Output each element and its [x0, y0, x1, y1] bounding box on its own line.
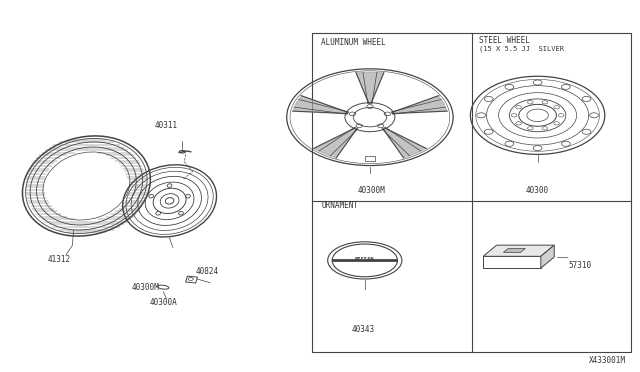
Bar: [483, 256, 541, 268]
Text: 40300M: 40300M: [132, 283, 160, 292]
Text: 40300A: 40300A: [149, 298, 177, 307]
Polygon shape: [392, 96, 447, 114]
Polygon shape: [356, 72, 384, 104]
Text: 57310: 57310: [568, 262, 591, 270]
Text: 40300: 40300: [526, 186, 549, 195]
Text: 40311: 40311: [155, 121, 178, 130]
Bar: [365, 156, 375, 161]
Polygon shape: [314, 128, 357, 158]
Polygon shape: [293, 96, 348, 114]
Text: ORNAMENT: ORNAMENT: [321, 201, 358, 210]
Bar: [186, 276, 198, 283]
Text: STEEL WHEEL: STEEL WHEEL: [479, 36, 529, 45]
Polygon shape: [483, 245, 554, 256]
Polygon shape: [383, 128, 426, 158]
Text: (15 X 5.5 JJ  SILVER: (15 X 5.5 JJ SILVER: [479, 45, 564, 52]
Text: 40343: 40343: [352, 325, 375, 334]
Text: 41312: 41312: [47, 255, 70, 264]
Text: 40300M: 40300M: [357, 186, 385, 195]
Bar: [312, 33, 631, 352]
Text: X433001M: X433001M: [589, 356, 626, 365]
Polygon shape: [541, 245, 554, 268]
Text: NISSAN: NISSAN: [355, 257, 374, 262]
Polygon shape: [504, 248, 525, 252]
Text: 40824: 40824: [195, 267, 218, 276]
Text: ALUMINUM WHEEL: ALUMINUM WHEEL: [321, 38, 386, 47]
